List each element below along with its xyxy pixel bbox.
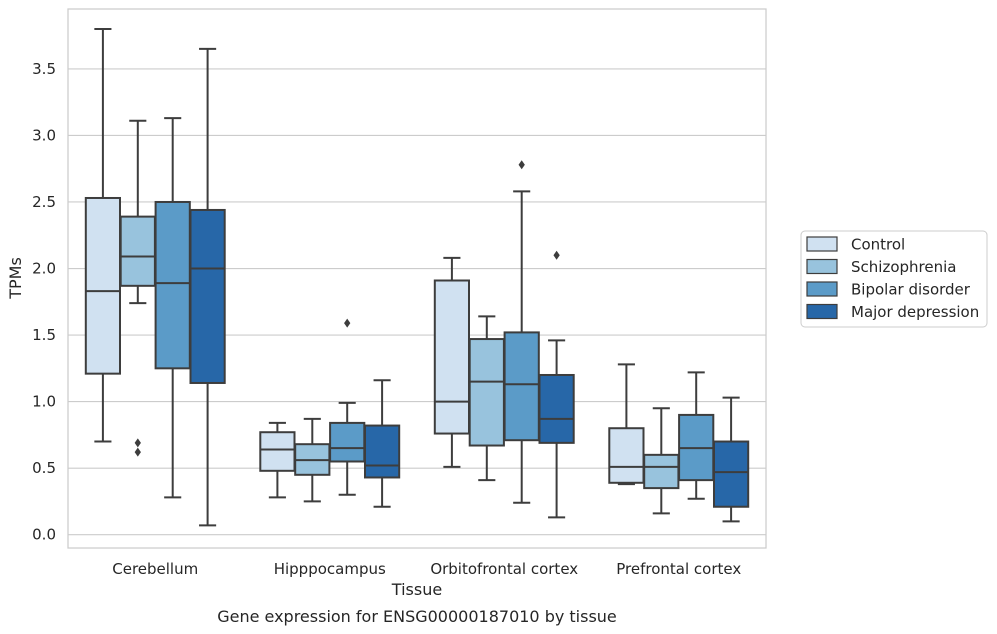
- box-iqr: [119, 215, 156, 287]
- box-iqr: [329, 421, 366, 463]
- legend-label-major-depression: Major depression: [851, 303, 979, 321]
- x-axis-title: Tissue: [391, 580, 442, 599]
- outlier-point: [344, 318, 351, 328]
- legend-swatch-bipolar-disorder: [806, 281, 838, 297]
- x-tick-label: Hipppocampus: [274, 560, 386, 578]
- x-tick-label: Prefrontal cortex: [616, 560, 741, 578]
- y-axis-ticks: 0.0 0.5 1.0 1.5 2.0 2.5 3.0 3.5: [32, 60, 56, 544]
- box-iqr: [538, 373, 575, 444]
- y-tick-label: 1.0: [32, 393, 56, 411]
- box-iqr: [154, 200, 191, 370]
- box-iqr: [84, 196, 122, 375]
- box-iqr: [259, 431, 296, 472]
- y-tick-label: 3.0: [32, 126, 56, 144]
- y-tick-label: 1.5: [32, 326, 56, 344]
- outlier-point: [134, 447, 141, 457]
- legend-label-bipolar-disorder: Bipolar disorder: [851, 281, 971, 299]
- outlier-point: [134, 438, 141, 448]
- y-axis-title: TPMs: [6, 257, 25, 300]
- legend-label-control: Control: [851, 236, 905, 254]
- box-iqr: [468, 338, 505, 447]
- box-schizophrenia: [294, 417, 331, 503]
- x-tick-label: Orbitofrontal cortex: [430, 560, 578, 578]
- legend-swatch-schizophrenia: [806, 258, 838, 275]
- y-tick-label: 3.5: [32, 60, 56, 78]
- box-iqr: [433, 279, 471, 435]
- box-iqr: [608, 427, 645, 484]
- box-bipolar-disorder: [503, 160, 540, 504]
- boxes: [84, 27, 750, 527]
- y-tick-label: 0.0: [32, 526, 56, 544]
- box-major-depression: [538, 250, 575, 519]
- box-control: [608, 363, 645, 486]
- box-iqr: [189, 208, 226, 384]
- y-tick-label: 0.5: [32, 459, 56, 477]
- legend-swatch-major-depression: [806, 303, 838, 320]
- box-major-depression: [189, 47, 226, 527]
- plot-area-frame: [67, 8, 767, 549]
- legend-label-schizophrenia: Schizophrenia: [851, 258, 956, 276]
- box-control: [433, 256, 471, 468]
- box-bipolar-disorder: [678, 371, 715, 500]
- legend: Control Schizophrenia Bipolar disorder Majo…: [800, 230, 988, 328]
- outlier-point: [518, 160, 525, 170]
- box-control: [84, 27, 122, 443]
- y-tick-label: 2.5: [32, 193, 56, 211]
- x-axis-ticks: Cerebellum Hipppocampus Orbitofrontal cort…: [112, 560, 741, 578]
- box-iqr: [503, 331, 540, 442]
- x-tick-label: Cerebellum: [112, 560, 198, 578]
- chart-caption: Gene expression for ENSG00000187010 by t…: [217, 607, 617, 626]
- box-bipolar-disorder: [154, 117, 191, 499]
- box-schizophrenia: [468, 315, 505, 482]
- legend-swatch-control: [806, 236, 838, 252]
- box-schizophrenia: [643, 407, 680, 515]
- box-iqr: [712, 440, 750, 508]
- y-tick-label: 2.0: [32, 260, 56, 278]
- box-schizophrenia: [119, 119, 156, 457]
- box-iqr: [363, 424, 401, 479]
- outlier-point: [553, 250, 560, 260]
- box-bipolar-disorder: [329, 318, 366, 496]
- box-major-depression: [712, 396, 750, 523]
- box-iqr: [643, 453, 680, 490]
- legend-frame: [800, 230, 988, 328]
- box-control: [259, 421, 296, 499]
- box-major-depression: [363, 379, 401, 508]
